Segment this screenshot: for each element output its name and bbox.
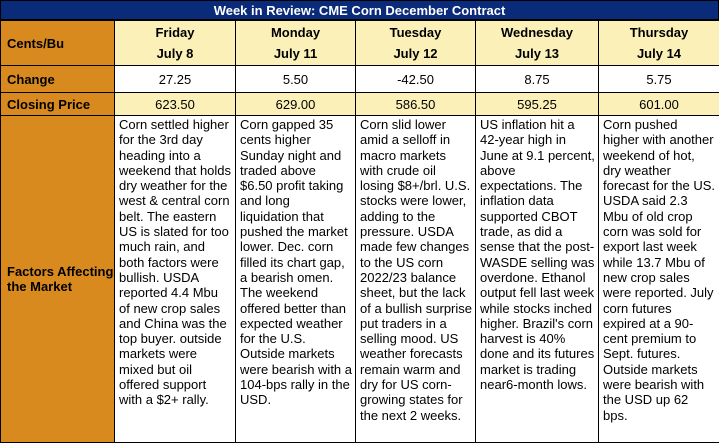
day-date: July 11 (236, 43, 355, 64)
change-value-tuesday: -42.50 (356, 66, 476, 93)
closing-row: Closing Price 623.50 629.00 586.50 595.2… (1, 93, 719, 116)
factors-text-monday: Corn gapped 35 cents higher Sunday night… (236, 116, 356, 443)
factors-row: Factors Affecting the Market Corn settle… (1, 116, 719, 443)
day-name: Wednesday (476, 22, 598, 43)
factors-text-tuesday: Corn slid lower amid a selloff in macro … (356, 116, 476, 443)
day-date: July 8 (115, 43, 235, 64)
close-value-tuesday: 586.50 (356, 93, 476, 116)
factors-text-friday: Corn settled higher for the 3rd day head… (115, 116, 236, 443)
header-row: Cents/Bu Friday July 8 Monday July 11 Tu… (1, 21, 719, 66)
day-header-friday: Friday July 8 (115, 21, 236, 66)
day-date: July 14 (599, 43, 719, 64)
change-value-friday: 27.25 (115, 66, 236, 93)
close-value-thursday: 601.00 (599, 93, 719, 116)
close-value-monday: 629.00 (236, 93, 356, 116)
closing-label: Closing Price (1, 93, 115, 116)
day-date: July 13 (476, 43, 598, 64)
change-row: Change 27.25 5.50 -42.50 8.75 5.75 (1, 66, 719, 93)
close-value-friday: 623.50 (115, 93, 236, 116)
close-value-wednesday: 595.25 (476, 93, 599, 116)
day-date: July 12 (356, 43, 475, 64)
change-label: Change (1, 66, 115, 93)
day-name: Tuesday (356, 22, 475, 43)
review-table: Cents/Bu Friday July 8 Monday July 11 Tu… (0, 20, 719, 443)
factors-label: Factors Affecting the Market (1, 116, 115, 443)
units-label: Cents/Bu (1, 21, 115, 66)
change-value-monday: 5.50 (236, 66, 356, 93)
day-header-thursday: Thursday July 14 (599, 21, 719, 66)
factors-text-thursday: Corn pushed higher with another weekend … (599, 116, 719, 443)
factors-text-wednesday: US inflation hit a 42-year high in June … (476, 116, 599, 443)
change-value-wednesday: 8.75 (476, 66, 599, 93)
day-header-tuesday: Tuesday July 12 (356, 21, 476, 66)
day-header-wednesday: Wednesday July 13 (476, 21, 599, 66)
day-name: Friday (115, 22, 235, 43)
day-name: Monday (236, 22, 355, 43)
day-name: Thursday (599, 22, 719, 43)
day-header-monday: Monday July 11 (236, 21, 356, 66)
change-value-thursday: 5.75 (599, 66, 719, 93)
table-title: Week in Review: CME Corn December Contra… (0, 0, 719, 20)
